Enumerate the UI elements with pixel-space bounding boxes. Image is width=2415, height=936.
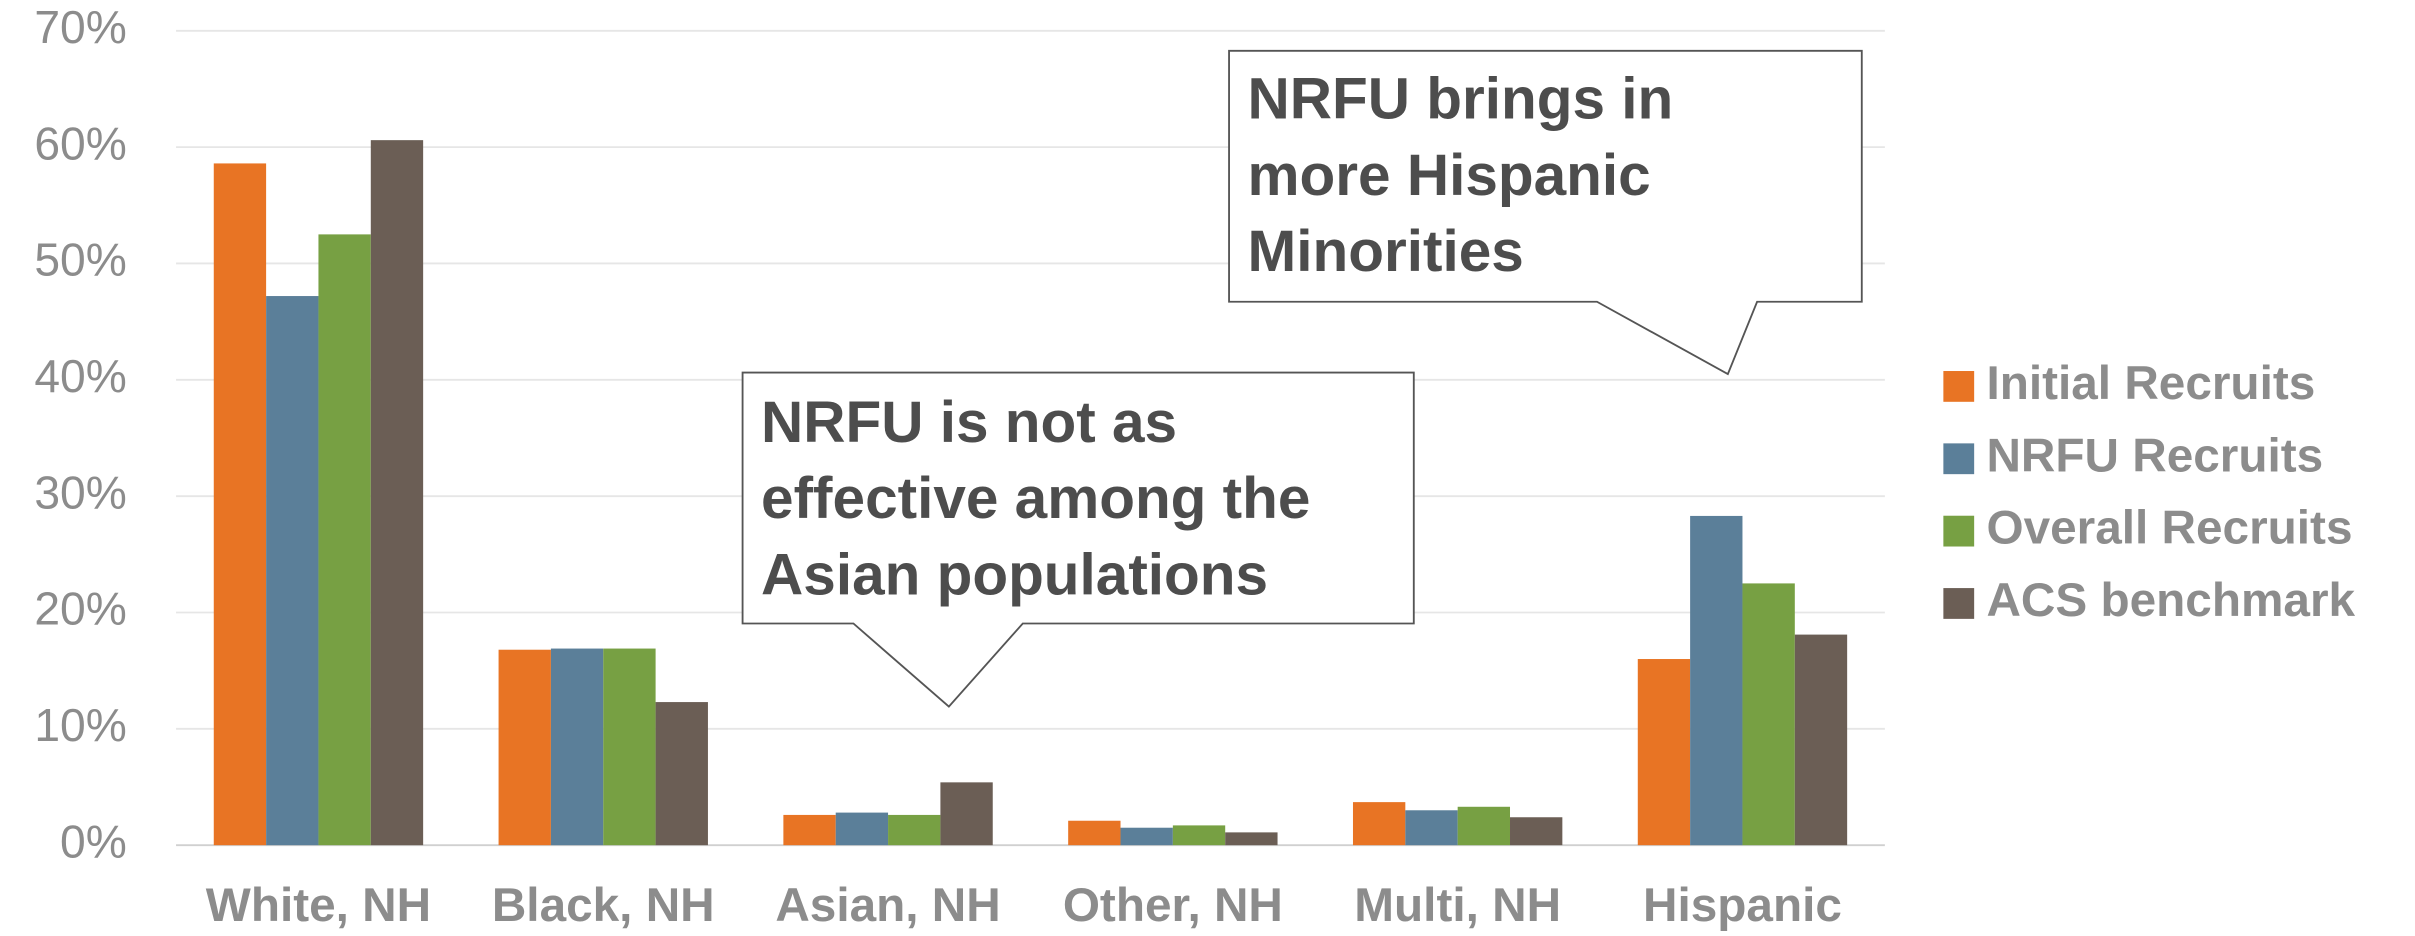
legend-swatch: [1943, 515, 1975, 547]
bar: [888, 814, 941, 846]
bar: [213, 163, 267, 846]
bar: [1068, 820, 1121, 846]
x-tick-label: White, NH: [206, 879, 431, 932]
bar: [318, 234, 371, 846]
x-tick-label: Multi, NH: [1354, 879, 1561, 932]
bar: [266, 296, 319, 846]
legend-label: Initial Recruits: [1986, 357, 2315, 410]
annotation-text: Asian populations: [761, 542, 1268, 607]
bar: [835, 812, 889, 846]
annotation-text: effective among the: [761, 466, 1310, 531]
bar: [603, 648, 656, 846]
bar: [1225, 832, 1278, 846]
bar: [655, 702, 708, 846]
x-tick-label: Other, NH: [1063, 879, 1283, 932]
bar: [1742, 583, 1795, 846]
bar: [1457, 806, 1511, 846]
legend-label: Overall Recruits: [1986, 502, 2352, 555]
bar: [550, 648, 604, 846]
y-tick-label: 70%: [34, 1, 126, 53]
annotation-text: Minorities: [1248, 219, 1524, 284]
annotation-text: NRFU is not as: [761, 390, 1177, 455]
x-tick-label: Asian, NH: [775, 879, 1000, 932]
bar: [1510, 817, 1563, 846]
legend-label: ACS benchmark: [1986, 574, 2355, 627]
legend-label: NRFU Recruits: [1986, 429, 2323, 482]
legend-swatch: [1943, 443, 1975, 475]
y-tick-label: 60%: [34, 117, 126, 169]
y-tick-label: 40%: [34, 350, 126, 402]
callout-box: [741, 371, 1415, 708]
bar: [940, 782, 993, 846]
y-tick-label: 30%: [34, 466, 126, 518]
y-tick-label: 0%: [60, 815, 127, 867]
bar: [498, 649, 551, 846]
y-tick-label: 50%: [34, 234, 126, 286]
annotation-text: more Hispanic: [1248, 143, 1651, 208]
y-tick-label: 10%: [34, 699, 126, 751]
y-tick-label: 20%: [34, 583, 126, 635]
bar: [1172, 825, 1226, 846]
bar: [783, 814, 836, 846]
bar: [370, 140, 424, 846]
bar: [1352, 802, 1406, 846]
x-tick-label: Hispanic: [1643, 879, 1842, 932]
bar: [1405, 810, 1458, 846]
bar: [1794, 634, 1848, 846]
legend-swatch: [1943, 588, 1975, 619]
callout-box: [1228, 49, 1863, 376]
legend-swatch: [1943, 371, 1975, 402]
bar: [1690, 515, 1743, 846]
bar: [1637, 659, 1691, 846]
x-tick-label: Black, NH: [492, 879, 715, 932]
annotation-text: NRFU brings in: [1248, 67, 1674, 132]
bar: [1120, 827, 1173, 846]
